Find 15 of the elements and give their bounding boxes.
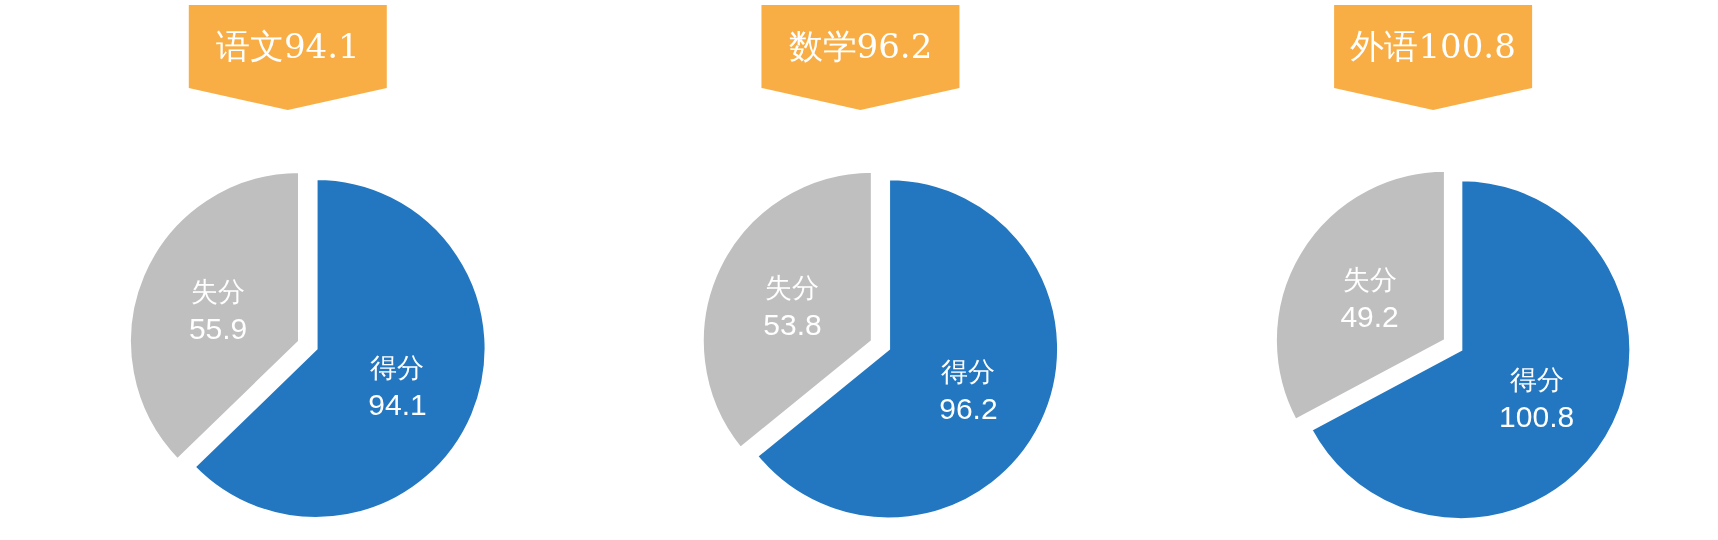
data-label: 53.8 bbox=[763, 308, 822, 342]
slice-label: 得分 bbox=[941, 355, 996, 387]
slice-label: 失分 bbox=[765, 272, 820, 304]
slice-label: 失分 bbox=[191, 276, 246, 308]
data-label: 55.9 bbox=[188, 312, 248, 346]
data-label: 96.2 bbox=[939, 391, 998, 425]
data-label: 49.2 bbox=[1340, 299, 1399, 333]
chart-title: 外语100.8 bbox=[1350, 26, 1516, 66]
slice-label: 得分 bbox=[1509, 364, 1564, 396]
slice-label: 得分 bbox=[370, 351, 425, 383]
chart-title: 语文94.1 bbox=[215, 26, 360, 66]
data-label: 94.1 bbox=[368, 387, 427, 421]
chart-title: 数学96.2 bbox=[788, 26, 933, 66]
data-label: 100.8 bbox=[1499, 400, 1575, 434]
slice-label: 失分 bbox=[1342, 263, 1397, 295]
